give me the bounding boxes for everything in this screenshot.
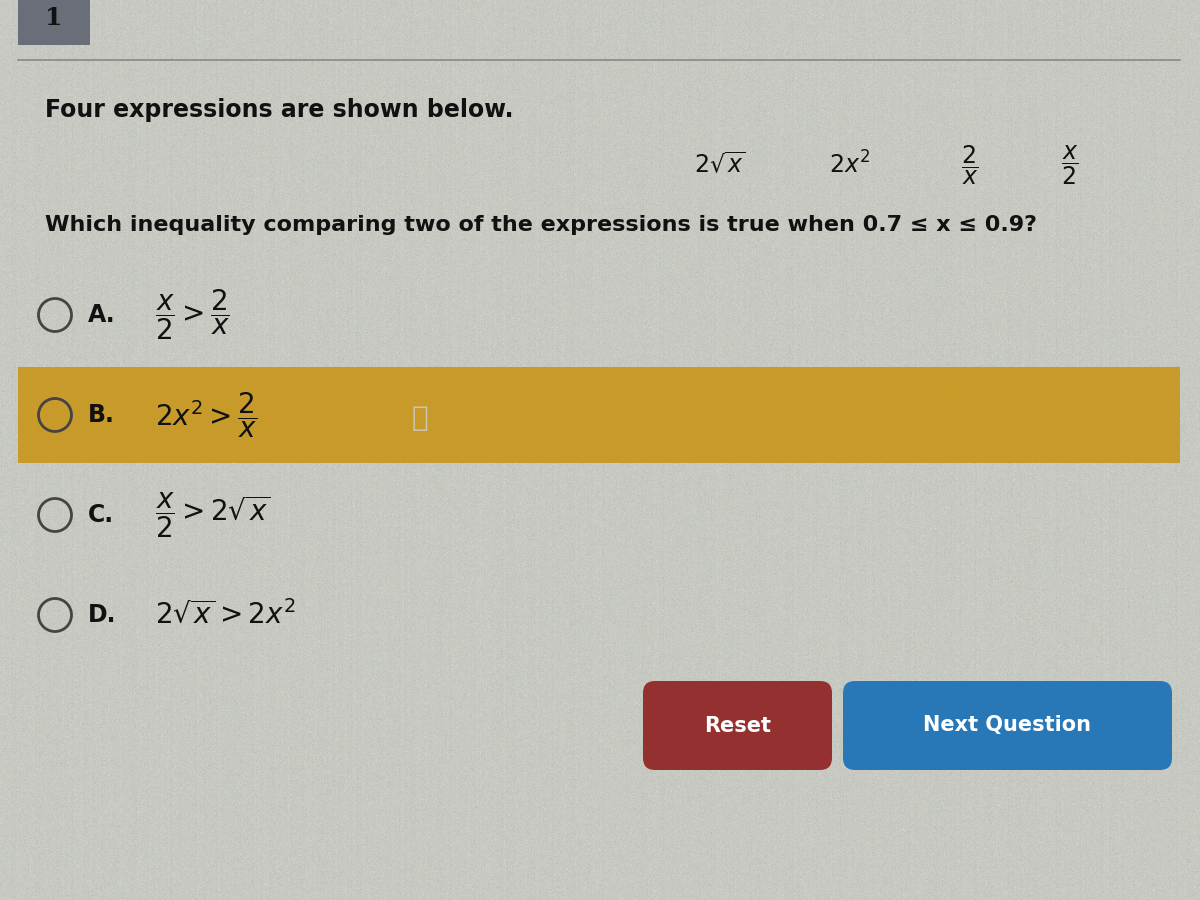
Text: $2\sqrt{x} > 2x^2$: $2\sqrt{x} > 2x^2$ [155, 600, 295, 630]
Text: Next Question: Next Question [924, 716, 1092, 735]
Text: 1: 1 [46, 5, 62, 30]
Text: $2\sqrt{x}$: $2\sqrt{x}$ [694, 152, 746, 178]
FancyBboxPatch shape [643, 681, 832, 770]
FancyBboxPatch shape [18, 0, 90, 45]
Text: A.: A. [88, 303, 115, 327]
Text: D.: D. [88, 603, 116, 627]
Text: B.: B. [88, 403, 115, 427]
Text: $\dfrac{x}{2} > 2\sqrt{x}$: $\dfrac{x}{2} > 2\sqrt{x}$ [155, 491, 271, 540]
FancyBboxPatch shape [844, 681, 1172, 770]
Text: $2x^2 > \dfrac{2}{x}$: $2x^2 > \dfrac{2}{x}$ [155, 391, 257, 440]
Text: Which inequality comparing two of the expressions is true when 0.7 ≤ x ≤ 0.9?: Which inequality comparing two of the ex… [46, 215, 1037, 235]
Text: Reset: Reset [704, 716, 772, 735]
Text: $\dfrac{x}{2}$: $\dfrac{x}{2}$ [1062, 143, 1079, 186]
Text: $\dfrac{2}{x}$: $\dfrac{2}{x}$ [961, 143, 978, 186]
Text: $2x^2$: $2x^2$ [829, 151, 870, 178]
Text: $\dfrac{x}{2} > \dfrac{2}{x}$: $\dfrac{x}{2} > \dfrac{2}{x}$ [155, 288, 230, 342]
Text: 🖐: 🖐 [412, 404, 428, 432]
Text: C.: C. [88, 503, 114, 527]
FancyBboxPatch shape [18, 367, 1180, 463]
Text: Four expressions are shown below.: Four expressions are shown below. [46, 98, 514, 122]
